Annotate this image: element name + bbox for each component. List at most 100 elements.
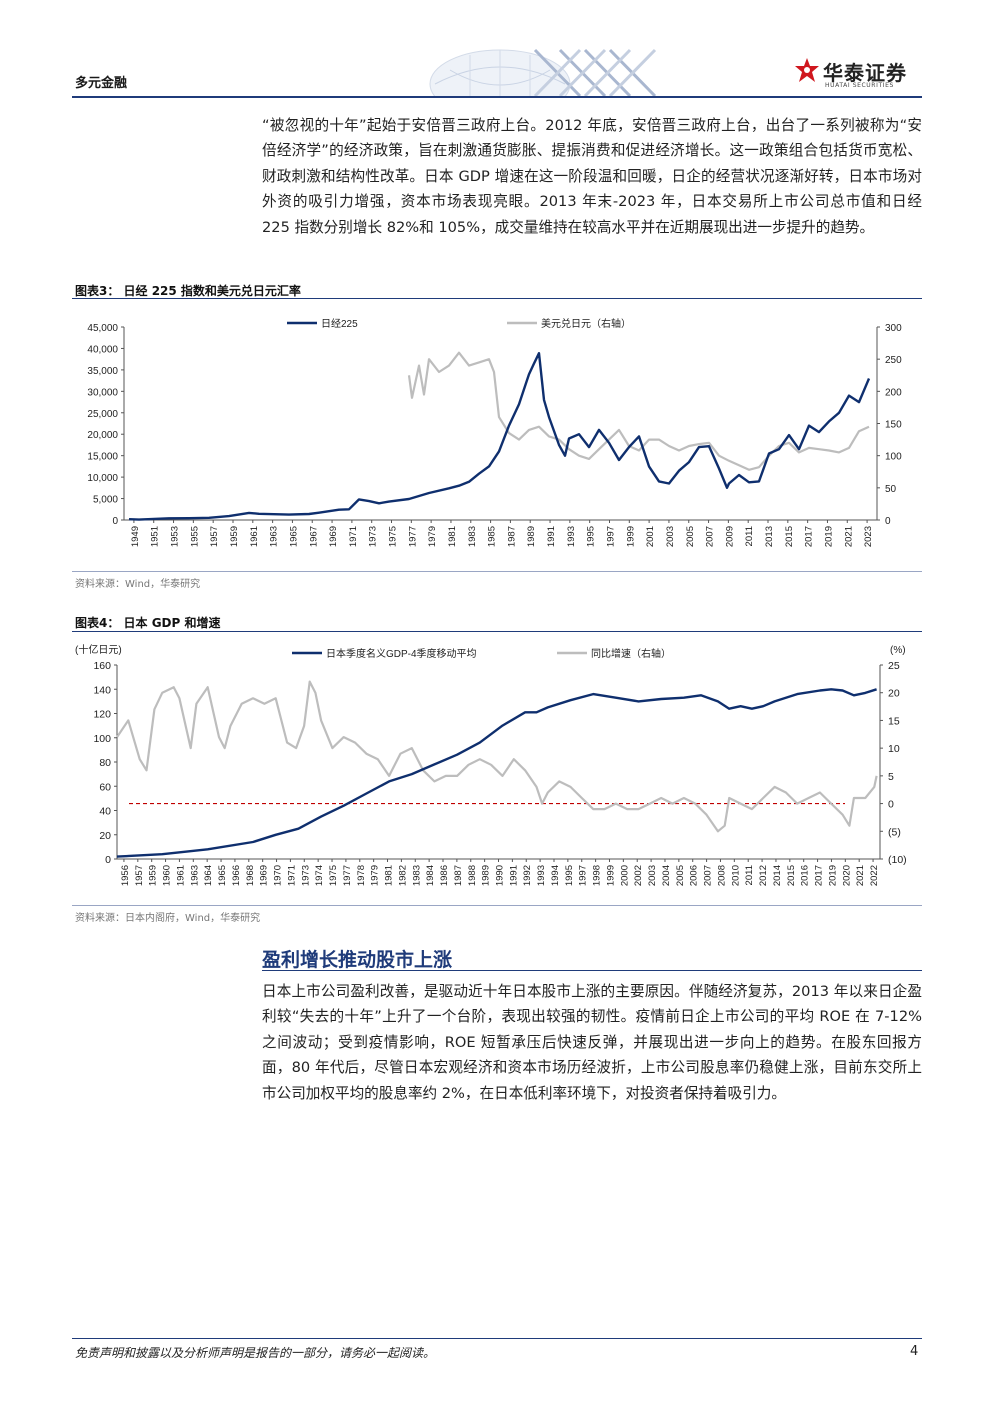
x-tick-label: 1986 [439, 865, 450, 886]
right-tick-label: 10 [888, 743, 900, 755]
left-tick-label: 0 [112, 516, 118, 527]
x-tick-label: 1963 [189, 865, 200, 886]
x-tick-label: 2004 [661, 865, 672, 886]
x-tick-label: 1983 [411, 865, 422, 886]
x-tick-label: 1997 [605, 526, 616, 547]
x-tick-label: 2010 [730, 865, 741, 886]
x-tick-label: 1995 [564, 865, 575, 886]
left-tick-label: 25,000 [87, 409, 118, 420]
x-tick-label: 2015 [784, 526, 795, 547]
left-tick-label: 140 [93, 684, 111, 696]
japan-gdp-chart: 0 20 40 60 80 100 120 140 160 (10) (5) 0 5 10 15 20 25 19… [75, 643, 907, 886]
x-tick-label: 1979 [370, 865, 381, 886]
x-tick-label: 2022 [869, 865, 880, 886]
x-tick-label: 1959 [229, 526, 240, 547]
left-tick-label: 80 [99, 757, 111, 769]
x-tick-label: 1979 [427, 526, 438, 547]
left-tick-label: 0 [105, 854, 111, 866]
left-tick-label: 15,000 [87, 452, 118, 463]
x-tick-label: 1987 [506, 526, 517, 547]
x-tick-label: 1965 [288, 526, 299, 547]
figure4-bottom-rule [72, 905, 922, 906]
right-tick-label: 5 [888, 771, 894, 783]
x-tick-label: 1973 [300, 865, 311, 886]
page-number: 4 [910, 1344, 919, 1359]
x-tick-label: 1965 [217, 865, 228, 886]
legend-label: 日经225 [321, 317, 358, 330]
right-tick-label: 250 [885, 355, 902, 366]
x-tick-label: 1999 [605, 865, 616, 886]
x-tick-label: 2002 [633, 865, 644, 886]
y2-axis-label: (%) [890, 645, 906, 656]
right-tick-label: 20 [888, 688, 900, 700]
x-tick-label: 1975 [328, 865, 339, 886]
figure3-source: 资料来源：Wind，华泰研究 [75, 579, 201, 590]
x-tick-label: 2009 [724, 526, 735, 547]
x-tick-label: 1995 [586, 526, 597, 547]
x-tick-label: 2011 [744, 526, 755, 546]
header-globe-art [429, 48, 657, 96]
x-tick-label: 2021 [855, 865, 866, 886]
left-tick-label: 20 [99, 830, 111, 842]
right-tick-label: 50 [885, 484, 897, 495]
left-tick-label: 160 [93, 660, 111, 672]
figure4-rule [72, 631, 922, 632]
series-line-right-axis [407, 351, 870, 471]
figure4-title: 图表4： 日本 GDP 和增速 [75, 616, 221, 630]
x-tick-label: 1961 [249, 526, 260, 547]
figure4-source: 资料来源：日本内阁府，Wind，华泰研究 [75, 913, 261, 924]
logo-english: HUATAI SECURITIES [825, 82, 894, 89]
x-tick-label: 1977 [407, 526, 418, 547]
intro-paragraph: “被忽视的十年”起始于安倍晋三政府上台。2012 年底，安倍晋三政府上台，出台了… [262, 117, 922, 236]
x-tick-label: 1969 [259, 865, 270, 886]
x-tick-label: 2017 [804, 526, 815, 547]
x-tick-label: 1991 [546, 526, 557, 547]
x-tick-label: 1974 [314, 865, 325, 886]
x-tick-label: 1961 [175, 865, 186, 886]
header-rule [72, 96, 922, 98]
left-tick-label: 60 [99, 781, 111, 793]
right-tick-label: 0 [885, 516, 891, 527]
x-tick-label: 1960 [162, 865, 173, 886]
section-heading-rule [262, 970, 922, 971]
x-tick-label: 1964 [203, 865, 214, 886]
x-tick-label: 1987 [453, 865, 464, 886]
left-tick-label: 30,000 [87, 387, 118, 398]
left-tick-label: 45,000 [87, 323, 118, 334]
x-tick-label: 1963 [269, 526, 280, 547]
x-tick-label: 1993 [566, 526, 577, 547]
huatai-logo-mark-icon [795, 58, 819, 82]
huatai-logo: 华泰证券 HUATAI SECURITIES [795, 58, 925, 92]
x-tick-label: 1955 [189, 526, 200, 547]
x-tick-label: 2017 [814, 865, 825, 886]
x-tick-label: 2019 [823, 526, 834, 547]
x-tick-label: 1990 [495, 865, 506, 886]
x-tick-label: 1956 [120, 865, 131, 886]
x-tick-label: 1997 [578, 865, 589, 886]
x-tick-label: 1978 [356, 865, 367, 886]
x-tick-label: 2014 [772, 865, 783, 886]
figure3-title: 图表3： 日经 225 指数和美元兑日元汇率 [75, 284, 301, 298]
section-title: 多元金融 [75, 76, 128, 91]
x-tick-label: 2001 [645, 526, 656, 547]
x-tick-label: 2012 [758, 865, 769, 886]
series-line-right-axis [116, 680, 878, 833]
right-tick-label: 300 [885, 323, 902, 334]
x-tick-label: 2003 [665, 526, 676, 547]
x-tick-label: 1999 [625, 526, 636, 547]
x-tick-label: 1959 [148, 865, 159, 886]
x-tick-label: 1981 [384, 865, 395, 886]
x-tick-label: 1971 [286, 865, 297, 886]
right-tick-label: 25 [888, 660, 900, 672]
right-tick-label: 0 [888, 799, 894, 811]
series-line-left-axis [116, 688, 877, 858]
x-tick-label: 1981 [447, 526, 458, 547]
right-tick-label: 150 [885, 420, 902, 431]
legend-label: 同比增速（右轴） [591, 647, 671, 660]
x-tick-label: 1975 [388, 526, 399, 547]
x-tick-label: 1970 [273, 865, 284, 886]
series-line-left-axis [128, 352, 871, 521]
x-tick-label: 1977 [342, 865, 353, 886]
x-tick-label: 1957 [209, 526, 220, 547]
x-tick-label: 2008 [716, 865, 727, 886]
